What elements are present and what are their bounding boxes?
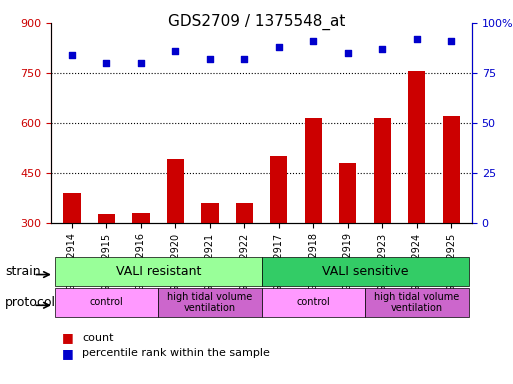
Point [68,52,76,58]
Text: high tidal volume
ventilation: high tidal volume ventilation [167,291,252,313]
Text: ■: ■ [62,347,73,360]
Point [137,60,145,66]
Bar [98,214,115,323]
Text: GDS2709 / 1375548_at: GDS2709 / 1375548_at [168,13,345,30]
Text: percentile rank within the sample: percentile rank within the sample [82,348,270,358]
Point [206,56,214,62]
Bar [305,118,322,323]
Text: VALI resistant: VALI resistant [115,265,201,278]
Bar [201,203,219,323]
Bar [270,156,287,323]
Point [275,44,283,50]
Text: VALI sensitive: VALI sensitive [322,265,408,278]
Text: count: count [82,333,113,343]
Point [378,46,386,52]
Point [103,60,111,66]
Bar [167,159,184,323]
Bar [443,116,460,323]
Point [412,36,421,42]
Text: control: control [90,297,123,308]
Point [309,38,318,44]
Text: strain: strain [5,265,41,278]
Text: control: control [297,297,330,308]
Point [447,38,456,44]
Bar [64,193,81,323]
Text: protocol: protocol [5,296,56,309]
Bar [408,71,425,323]
Text: high tidal volume
ventilation: high tidal volume ventilation [374,291,460,313]
Point [171,48,180,54]
Text: ■: ■ [62,331,73,344]
Bar [339,163,357,323]
Bar [373,118,391,323]
Point [344,50,352,56]
Bar [132,213,150,323]
Bar [236,204,253,323]
Point [240,56,248,62]
